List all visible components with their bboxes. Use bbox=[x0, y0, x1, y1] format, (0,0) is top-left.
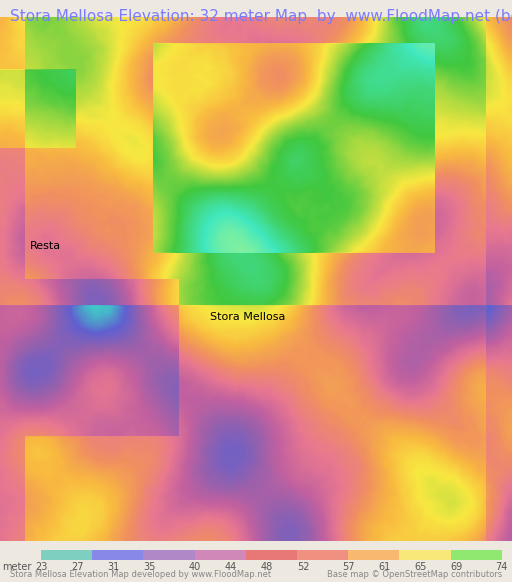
Bar bbox=[92, 550, 143, 560]
Text: Stora Mellosa: Stora Mellosa bbox=[210, 311, 285, 322]
Text: Resta: Resta bbox=[30, 241, 61, 251]
Bar bbox=[399, 550, 451, 560]
Bar bbox=[41, 550, 92, 560]
Text: 23: 23 bbox=[35, 562, 47, 573]
Text: 65: 65 bbox=[414, 562, 426, 573]
Bar bbox=[451, 550, 502, 560]
Text: 40: 40 bbox=[188, 562, 201, 573]
Text: 31: 31 bbox=[107, 562, 119, 573]
Text: 48: 48 bbox=[261, 562, 273, 573]
Text: meter: meter bbox=[3, 562, 32, 573]
Text: 52: 52 bbox=[297, 562, 309, 573]
Bar bbox=[195, 550, 246, 560]
Bar bbox=[246, 550, 297, 560]
Text: 57: 57 bbox=[342, 562, 354, 573]
Text: 44: 44 bbox=[225, 562, 237, 573]
Text: 35: 35 bbox=[143, 562, 156, 573]
Text: 61: 61 bbox=[378, 562, 391, 573]
Text: 27: 27 bbox=[71, 562, 83, 573]
Bar bbox=[143, 550, 195, 560]
Text: 74: 74 bbox=[496, 562, 508, 573]
Bar bbox=[297, 550, 348, 560]
Text: Base map © OpenStreetMap contributors: Base map © OpenStreetMap contributors bbox=[327, 570, 502, 579]
Text: 69: 69 bbox=[451, 562, 463, 573]
Text: Stora Mellosa Elevation Map developed by www.FloodMap.net: Stora Mellosa Elevation Map developed by… bbox=[10, 570, 271, 579]
Text: Stora Mellosa Elevation: 32 meter Map  by  www.FloodMap.net (beta): Stora Mellosa Elevation: 32 meter Map by… bbox=[10, 9, 512, 23]
Bar bbox=[348, 550, 399, 560]
